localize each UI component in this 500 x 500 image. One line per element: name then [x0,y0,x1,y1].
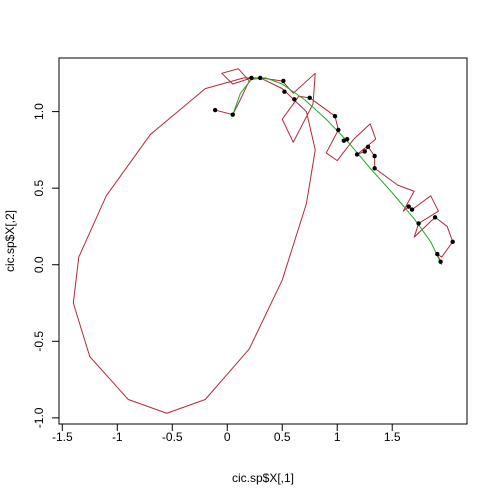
data-point [354,152,360,157]
y-tick-label: 0.0 [32,256,46,273]
data-point [416,221,421,226]
data-point [307,95,312,101]
data-point [372,166,377,171]
data-point [372,153,377,159]
data-point [435,251,440,257]
data-point [258,75,263,81]
x-tick-label: -0.5 [162,430,183,444]
data-point [344,136,350,142]
data-line [72,68,454,414]
data-line [232,77,443,265]
data-point [332,113,338,119]
y-tick-label: 0.5 [32,180,46,197]
y-tick-label: 1.0 [32,103,46,120]
x-tick-label: -1.5 [52,430,73,444]
data-point [292,97,297,102]
x-tick-label: 0.5 [274,430,291,444]
data-point [282,89,287,94]
data-point [230,112,235,117]
data-point [406,204,411,209]
plot-frame [58,57,468,425]
data-point [409,207,415,212]
x-axis-label: cic.sp$X[,1] [232,471,294,485]
data-point [450,239,455,244]
data-point [341,138,347,143]
data-point [281,78,286,84]
data-point [362,149,367,154]
y-tick-label: -1.0 [32,407,46,428]
x-tick-label: 1.5 [384,430,401,444]
data-point [432,215,438,220]
data-point [336,127,341,133]
data-point [438,259,443,264]
x-tick-label: -1 [112,430,123,444]
data-point [249,75,254,81]
x-tick-label: 1 [334,430,341,444]
data-point [365,144,371,150]
x-tick-label: 0 [224,430,231,444]
y-axis-label: cic.sp$X[,2] [3,210,17,272]
data-point [212,107,218,113]
y-tick-label: -0.5 [32,331,46,352]
